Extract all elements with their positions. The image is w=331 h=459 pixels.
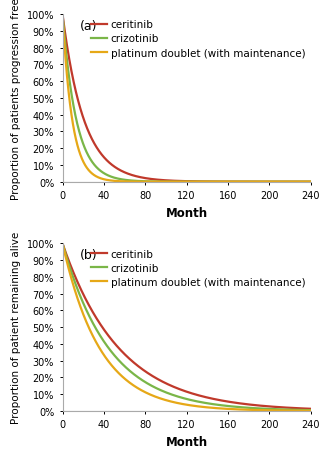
X-axis label: Month: Month bbox=[166, 435, 208, 448]
ceritinib bbox=[181, 388, 185, 393]
platinum doublet (with maintenance) bbox=[301, 179, 305, 185]
Legend: ceritinib, crizotinib, platinum doublet (with maintenance): ceritinib, crizotinib, platinum doublet … bbox=[87, 16, 309, 63]
ceritinib bbox=[174, 179, 178, 184]
crizotinib bbox=[174, 179, 178, 185]
Y-axis label: Proportion of patient remaining alive: Proportion of patient remaining alive bbox=[11, 232, 21, 423]
platinum doublet (with maintenance) bbox=[61, 12, 65, 18]
ceritinib bbox=[308, 406, 312, 412]
platinum doublet (with maintenance) bbox=[308, 408, 312, 414]
platinum doublet (with maintenance) bbox=[174, 400, 178, 406]
crizotinib bbox=[301, 179, 305, 185]
Line: ceritinib: ceritinib bbox=[63, 15, 310, 182]
crizotinib bbox=[61, 241, 65, 246]
crizotinib bbox=[61, 12, 65, 18]
Line: crizotinib: crizotinib bbox=[63, 15, 310, 182]
Legend: ceritinib, crizotinib, platinum doublet (with maintenance): ceritinib, crizotinib, platinum doublet … bbox=[87, 245, 309, 291]
ceritinib bbox=[181, 179, 185, 185]
crizotinib bbox=[73, 280, 77, 286]
platinum doublet (with maintenance) bbox=[181, 179, 185, 185]
crizotinib bbox=[308, 179, 312, 185]
crizotinib bbox=[181, 396, 185, 401]
crizotinib bbox=[256, 179, 260, 185]
Y-axis label: Proportion of patients progression free: Proportion of patients progression free bbox=[11, 0, 21, 199]
crizotinib bbox=[302, 179, 306, 185]
ceritinib bbox=[174, 386, 178, 391]
platinum doublet (with maintenance) bbox=[302, 179, 306, 185]
ceritinib bbox=[73, 87, 77, 92]
ceritinib bbox=[73, 274, 77, 280]
crizotinib bbox=[308, 408, 312, 413]
crizotinib bbox=[302, 407, 306, 413]
X-axis label: Month: Month bbox=[166, 206, 208, 219]
ceritinib bbox=[302, 179, 306, 185]
platinum doublet (with maintenance) bbox=[174, 179, 178, 185]
crizotinib bbox=[256, 406, 260, 411]
ceritinib bbox=[61, 12, 65, 18]
Line: ceritinib: ceritinib bbox=[63, 244, 310, 409]
Text: (a): (a) bbox=[80, 20, 97, 33]
crizotinib bbox=[174, 393, 178, 399]
platinum doublet (with maintenance) bbox=[302, 408, 306, 414]
ceritinib bbox=[61, 241, 65, 246]
Line: platinum doublet (with maintenance): platinum doublet (with maintenance) bbox=[63, 15, 310, 182]
platinum doublet (with maintenance) bbox=[181, 402, 185, 407]
platinum doublet (with maintenance) bbox=[256, 179, 260, 185]
Line: crizotinib: crizotinib bbox=[63, 244, 310, 410]
platinum doublet (with maintenance) bbox=[308, 179, 312, 185]
platinum doublet (with maintenance) bbox=[73, 289, 77, 294]
ceritinib bbox=[256, 403, 260, 409]
ceritinib bbox=[302, 406, 306, 411]
platinum doublet (with maintenance) bbox=[256, 408, 260, 413]
crizotinib bbox=[301, 407, 305, 413]
platinum doublet (with maintenance) bbox=[301, 408, 305, 414]
crizotinib bbox=[73, 112, 77, 118]
ceritinib bbox=[301, 179, 305, 185]
Text: (b): (b) bbox=[80, 249, 98, 262]
platinum doublet (with maintenance) bbox=[73, 134, 77, 139]
ceritinib bbox=[301, 406, 305, 411]
ceritinib bbox=[308, 179, 312, 185]
crizotinib bbox=[181, 179, 185, 185]
ceritinib bbox=[256, 179, 260, 185]
platinum doublet (with maintenance) bbox=[61, 241, 65, 246]
Line: platinum doublet (with maintenance): platinum doublet (with maintenance) bbox=[63, 244, 310, 411]
